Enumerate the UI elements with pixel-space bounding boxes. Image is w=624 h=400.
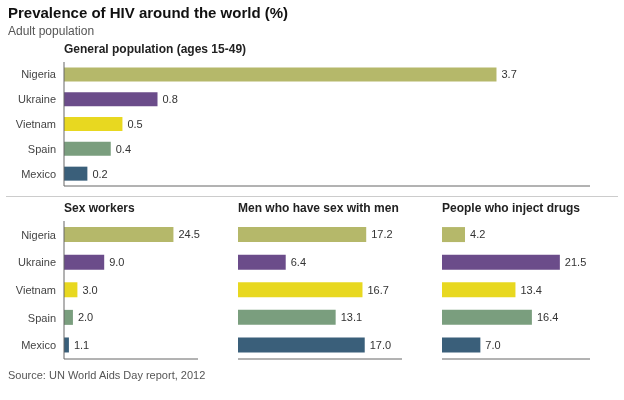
svg-text:0.4: 0.4: [116, 143, 131, 155]
html-text:Sex workers: Sex workers: [64, 201, 135, 215]
svg-text:16.4: 16.4: [537, 311, 558, 323]
svg-text:Vietnam: Vietnam: [16, 284, 56, 296]
svg-text:3.0: 3.0: [82, 284, 97, 296]
svg-text:17.2: 17.2: [371, 228, 392, 240]
svg-text:Ukraine: Ukraine: [18, 93, 56, 105]
svg-text:0.8: 0.8: [163, 93, 178, 105]
svg-text:2.0: 2.0: [78, 311, 93, 323]
html-text:Prevalence of HIV around the w: Prevalence of HIV around the world (%): [8, 4, 289, 21]
svg-text:Nigeria: Nigeria: [21, 68, 57, 80]
svg-text:13.4: 13.4: [520, 284, 541, 296]
svg-text:7.0: 7.0: [485, 339, 500, 351]
html-text:Source: UN World Aids Day repo: Source: UN World Aids Day report, 2012: [8, 369, 206, 381]
svg-text:0.5: 0.5: [127, 118, 142, 130]
svg-text:0.2: 0.2: [92, 168, 107, 180]
svg-text:Mexico: Mexico: [21, 168, 56, 180]
svg-text:17.0: 17.0: [370, 339, 391, 351]
svg-text:Vietnam: Vietnam: [16, 118, 56, 130]
svg-text:Spain: Spain: [28, 312, 56, 324]
html-text:General population (ages 15-49: General population (ages 15-49): [64, 42, 246, 56]
svg-text:Nigeria: Nigeria: [21, 229, 57, 241]
svg-text:6.4: 6.4: [291, 256, 306, 268]
svg-text:Spain: Spain: [28, 143, 56, 155]
svg-text:3.7: 3.7: [501, 68, 516, 80]
svg-text:13.1: 13.1: [341, 311, 362, 323]
svg-text:1.1: 1.1: [74, 339, 89, 351]
html-text:People who inject drugs: People who inject drugs: [442, 201, 580, 215]
svg-text:Mexico: Mexico: [21, 339, 56, 351]
html-text:Adult population: Adult population: [8, 24, 95, 38]
svg-text:21.5: 21.5: [565, 256, 586, 268]
html-text:Men who have sex with men: Men who have sex with men: [238, 201, 399, 215]
svg-text:9.0: 9.0: [109, 256, 124, 268]
svg-text:24.5: 24.5: [178, 228, 199, 240]
svg-text:Ukraine: Ukraine: [18, 256, 56, 268]
svg-text:16.7: 16.7: [367, 284, 388, 296]
svg-text:4.2: 4.2: [470, 228, 485, 240]
